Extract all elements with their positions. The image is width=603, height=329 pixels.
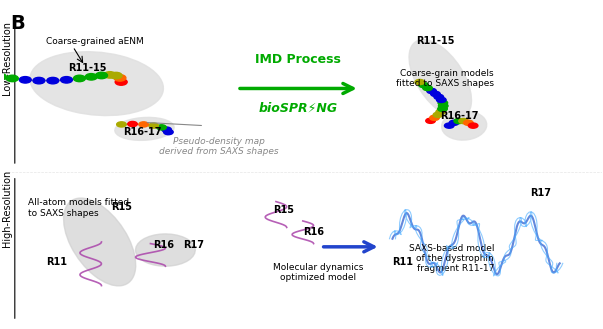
Circle shape	[469, 123, 478, 128]
Circle shape	[436, 109, 446, 114]
Circle shape	[438, 103, 448, 109]
Circle shape	[449, 120, 459, 125]
Circle shape	[444, 123, 454, 128]
Text: bioSPR⚡NG: bioSPR⚡NG	[259, 101, 338, 114]
Text: High-Resolution: High-Resolution	[2, 169, 12, 247]
Circle shape	[423, 86, 432, 90]
Circle shape	[431, 91, 440, 96]
Circle shape	[415, 79, 425, 85]
Circle shape	[438, 106, 447, 112]
Circle shape	[149, 123, 159, 128]
Text: SAXS-based model
of the dystrophin
fragment R11-17: SAXS-based model of the dystrophin fragm…	[409, 243, 494, 273]
Text: R16-17: R16-17	[124, 127, 162, 137]
Circle shape	[157, 125, 166, 130]
Text: Molecular dynamics
optimized model: Molecular dynamics optimized model	[273, 263, 363, 282]
Circle shape	[464, 120, 473, 125]
Text: R15: R15	[112, 202, 133, 212]
Circle shape	[418, 82, 428, 88]
Circle shape	[85, 74, 97, 80]
Circle shape	[438, 100, 447, 106]
Circle shape	[459, 118, 469, 124]
Circle shape	[163, 130, 173, 135]
Ellipse shape	[115, 117, 174, 140]
Ellipse shape	[136, 234, 195, 266]
Text: Low-Resolution: Low-Resolution	[2, 21, 12, 95]
Ellipse shape	[63, 198, 136, 286]
Text: Pseudo-density map
derived from SAXS shapes: Pseudo-density map derived from SAXS sha…	[159, 137, 279, 156]
Text: Coarse-grain models
fitted to SAXS shapes: Coarse-grain models fitted to SAXS shape…	[396, 69, 494, 89]
Text: R16: R16	[153, 240, 174, 250]
Circle shape	[110, 72, 122, 79]
Text: R11-15: R11-15	[416, 37, 455, 46]
Circle shape	[427, 89, 437, 93]
Text: IMD Process: IMD Process	[256, 53, 341, 66]
Text: R16-17: R16-17	[440, 111, 479, 121]
Circle shape	[454, 118, 464, 124]
Text: R11: R11	[393, 257, 414, 266]
Circle shape	[433, 112, 443, 117]
Circle shape	[426, 118, 435, 123]
Circle shape	[115, 79, 127, 85]
Text: R17: R17	[183, 240, 204, 250]
Text: R11: R11	[46, 257, 67, 266]
Circle shape	[104, 72, 116, 78]
Text: R11-15: R11-15	[69, 63, 107, 73]
Circle shape	[434, 94, 444, 99]
Text: R15: R15	[273, 205, 294, 215]
Circle shape	[47, 77, 59, 84]
Text: Coarse-grained aENM: Coarse-grained aENM	[46, 37, 144, 46]
Circle shape	[139, 122, 148, 127]
Circle shape	[60, 77, 72, 83]
Text: R16: R16	[303, 227, 324, 238]
Ellipse shape	[30, 52, 163, 115]
Circle shape	[0, 74, 7, 80]
Circle shape	[430, 115, 439, 120]
Circle shape	[437, 97, 446, 103]
Circle shape	[114, 75, 126, 81]
Ellipse shape	[409, 39, 472, 118]
Circle shape	[95, 72, 107, 79]
Text: All-atom models fitted
to SAXS shapes: All-atom models fitted to SAXS shapes	[28, 198, 129, 218]
Circle shape	[19, 77, 31, 83]
Text: B: B	[10, 14, 25, 33]
Circle shape	[74, 75, 86, 82]
Circle shape	[162, 127, 171, 132]
Circle shape	[7, 75, 18, 82]
Text: R17: R17	[530, 188, 551, 198]
Ellipse shape	[441, 111, 487, 140]
Circle shape	[116, 122, 126, 127]
Circle shape	[33, 77, 45, 84]
Circle shape	[128, 121, 137, 127]
